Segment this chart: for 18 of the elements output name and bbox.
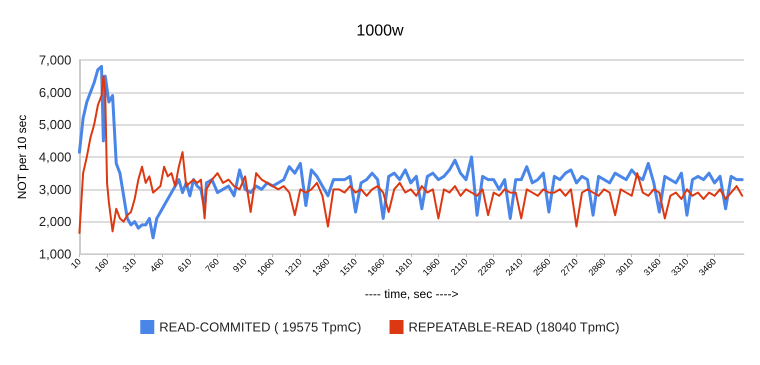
x-axis-title: ---- time, sec ---->	[364, 287, 459, 301]
legend-label: READ-COMMITED ( 19575 TpmC)	[159, 320, 362, 334]
y-tick-label: 5,000	[38, 117, 72, 132]
y-tick-label: 2,000	[38, 214, 72, 230]
y-tick-label: 7,000	[38, 52, 72, 68]
x-tick-label: 610	[176, 256, 194, 274]
x-tick-label: 460	[148, 256, 166, 274]
y-axis-title: NOT per 10 sec	[15, 114, 29, 200]
x-tick-label: 310	[120, 256, 138, 274]
legend-label: REPEATABLE-READ (18040 TpmC)	[408, 320, 620, 334]
chart-title: 1000w	[356, 22, 404, 40]
y-tick-label: 1,000	[38, 246, 72, 262]
x-tick-label: 160	[92, 256, 111, 274]
x-tick-label: 910	[230, 256, 249, 274]
x-tick-label: 760	[203, 256, 222, 274]
y-tick-label: 3,000	[38, 182, 72, 197]
y-tick-label: 4,000	[38, 150, 72, 164]
y-tick-label: 6,000	[38, 84, 72, 100]
